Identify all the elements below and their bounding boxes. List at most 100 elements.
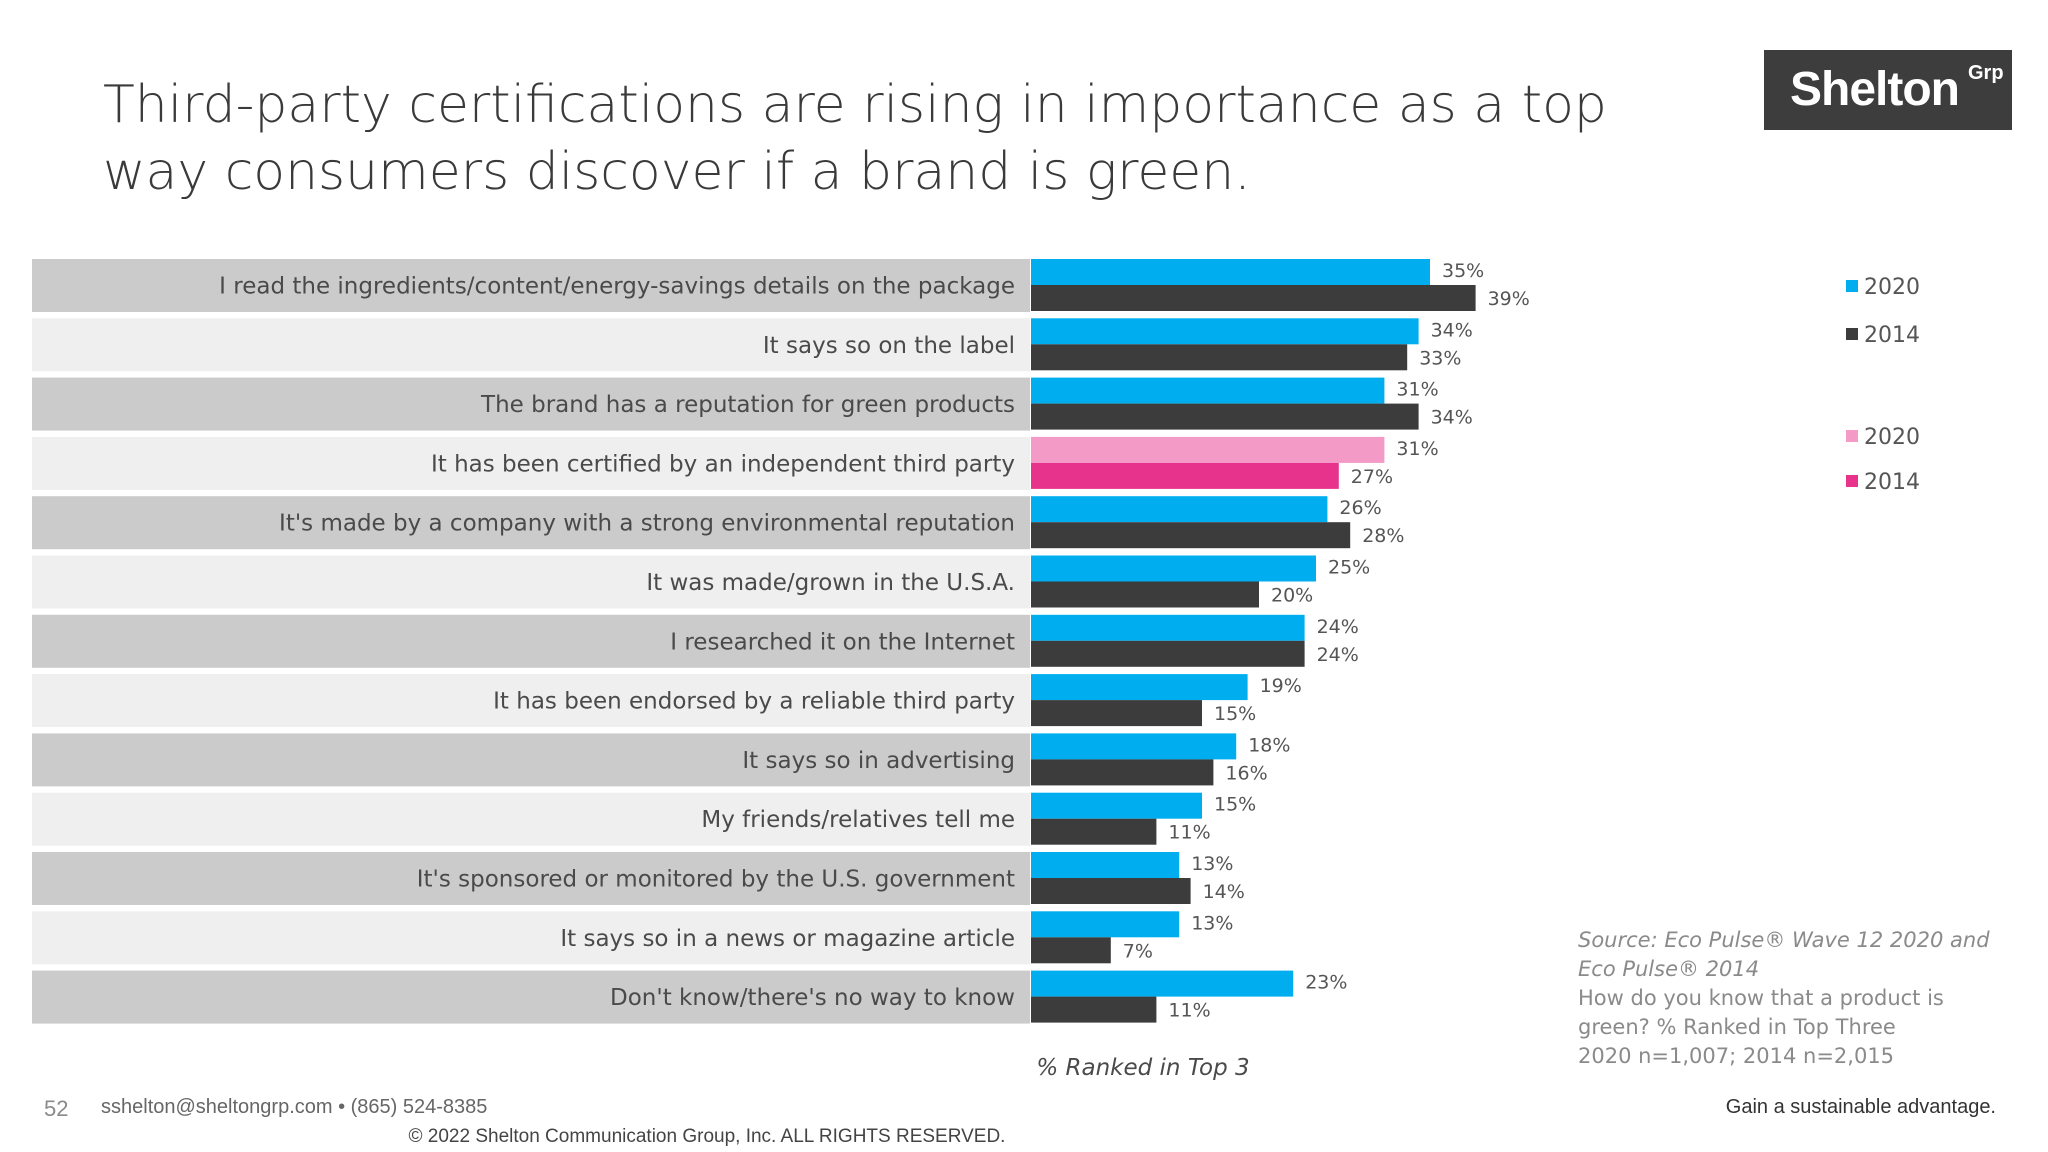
value-label-2014-11: 7% [1123,940,1153,962]
value-label-2014-6: 24% [1317,644,1359,666]
category-band-11 [32,911,1030,965]
value-label-2020-8: 18% [1248,734,1290,756]
value-label-2014-5: 20% [1271,585,1313,607]
category-band-12 [32,970,1030,1024]
bar-2014-3 [1031,462,1339,489]
contact-info: sshelton@sheltongrp.com • (865) 524-8385 [101,1096,488,1118]
bar-2014-12 [1031,996,1157,1023]
legend-swatch-2 [1846,430,1858,442]
bar-2014-0 [1031,285,1476,311]
category-band-10 [32,852,1030,905]
bar-2014-5 [1031,581,1259,608]
sample-size-line: 2020 n=1,007; 2014 n=2,015 [1578,1044,1895,1068]
bar-2020-7 [1031,674,1248,701]
bar-2020-5 [1031,555,1316,582]
copyright: © 2022 Shelton Communication Group, Inc.… [408,1126,1006,1147]
legend-swatch-1 [1846,328,1858,340]
bar-2014-10 [1031,878,1191,904]
bar-2014-6 [1031,640,1305,667]
legend-swatch-3 [1846,475,1858,487]
bar-2014-11 [1031,937,1111,964]
value-label-2020-4: 26% [1339,497,1381,519]
value-label-2014-7: 15% [1214,703,1256,725]
category-label-0: I read the ingredients/content/energy-sa… [219,274,1015,300]
category-band-6 [32,614,1030,668]
category-label-5: It was made/grown in the U.S.A. [646,570,1015,596]
value-label-2020-3: 31% [1396,438,1438,460]
category-band-1 [32,318,1030,372]
value-label-2020-12: 23% [1305,972,1347,994]
category-label-8: It says so in advertising [742,748,1015,774]
value-label-2014-2: 34% [1431,407,1473,429]
bar-2020-4 [1031,496,1328,523]
value-label-2014-8: 16% [1225,762,1267,784]
slide-title: Third-party certifications are rising in… [103,75,1607,202]
value-label-2014-0: 39% [1488,288,1530,310]
bar-2014-9 [1031,818,1157,845]
category-band-2 [32,377,1030,431]
category-label-7: It has been endorsed by a reliable third… [493,689,1015,715]
legend-label-3: 2014 [1864,470,1920,495]
category-label-12: Don't know/there's no way to know [610,985,1015,1011]
bar-2020-1 [1031,318,1419,345]
category-band-4 [32,496,1030,550]
page-number: 52 [44,1096,69,1121]
bar-2020-3 [1031,436,1385,463]
bar-2020-12 [1031,970,1294,997]
value-label-2014-4: 28% [1362,525,1404,547]
bar-2014-2 [1031,403,1419,430]
category-label-4: It's made by a company with a strong env… [279,511,1015,537]
value-label-2020-1: 34% [1431,319,1473,341]
bar-2020-11 [1031,911,1180,938]
legend-swatch-0 [1846,280,1858,292]
value-label-2020-11: 13% [1191,912,1233,934]
category-label-9: My friends/relatives tell me [701,807,1015,833]
category-band-8 [32,733,1030,787]
value-label-2020-6: 24% [1317,616,1359,638]
bar-2014-1 [1031,344,1408,371]
value-label-2020-2: 31% [1396,379,1438,401]
bar-2020-10 [1031,852,1180,878]
legend-label-0: 2020 [1864,275,1920,300]
value-label-2014-3: 27% [1351,466,1393,488]
value-label-2014-1: 33% [1419,347,1461,369]
bar-chart: I read the ingredients/content/energy-sa… [32,259,1920,1081]
logo-superscript: Grp [1968,62,2004,84]
value-label-2020-10: 13% [1191,853,1233,875]
question-line-1: How do you know that a product is [1578,986,1944,1010]
value-label-2020-5: 25% [1328,557,1370,579]
category-band-0 [32,259,1030,312]
legend-label-1: 2014 [1864,323,1920,348]
bar-2014-7 [1031,700,1202,727]
source-line-2: Eco Pulse® 2014 [1578,957,1760,981]
bar-2020-9 [1031,792,1202,819]
bar-2014-8 [1031,759,1214,786]
category-band-3 [32,436,1030,490]
value-label-2020-0: 35% [1442,260,1484,282]
source-line-1: Source: Eco Pulse® Wave 12 2020 and [1578,928,1990,952]
category-band-9 [32,792,1030,846]
value-label-2020-7: 19% [1260,675,1302,697]
bar-2020-0 [1031,259,1430,285]
category-label-1: It says so on the label [763,333,1015,359]
x-axis-label: % Ranked in Top 3 [1036,1055,1249,1081]
logo-wordmark: Shelton [1790,63,1960,116]
bar-2014-4 [1031,522,1351,549]
bar-2020-8 [1031,733,1237,760]
category-label-2: The brand has a reputation for green pro… [480,392,1015,418]
category-label-10: It's sponsored or monitored by the U.S. … [417,867,1015,893]
value-label-2014-10: 14% [1203,881,1245,903]
value-label-2020-9: 15% [1214,794,1256,816]
bar-2020-6 [1031,614,1305,641]
category-label-3: It has been certified by an independent … [431,451,1015,477]
tagline: Gain a sustainable advantage. [1725,1096,1996,1118]
category-label-6: I researched it on the Internet [670,629,1015,655]
shelton-grp-logo: Shelton Grp [1764,50,2012,130]
legend-label-2: 2020 [1864,425,1920,450]
source-note: Source: Eco Pulse® Wave 12 2020 and Eco … [1578,926,2018,1071]
question-line-2: green? % Ranked in Top Three [1578,1015,1896,1039]
category-band-5 [32,555,1030,609]
category-label-11: It says so in a news or magazine article [560,926,1015,952]
value-label-2014-12: 11% [1168,1000,1210,1022]
bar-2020-2 [1031,377,1385,404]
